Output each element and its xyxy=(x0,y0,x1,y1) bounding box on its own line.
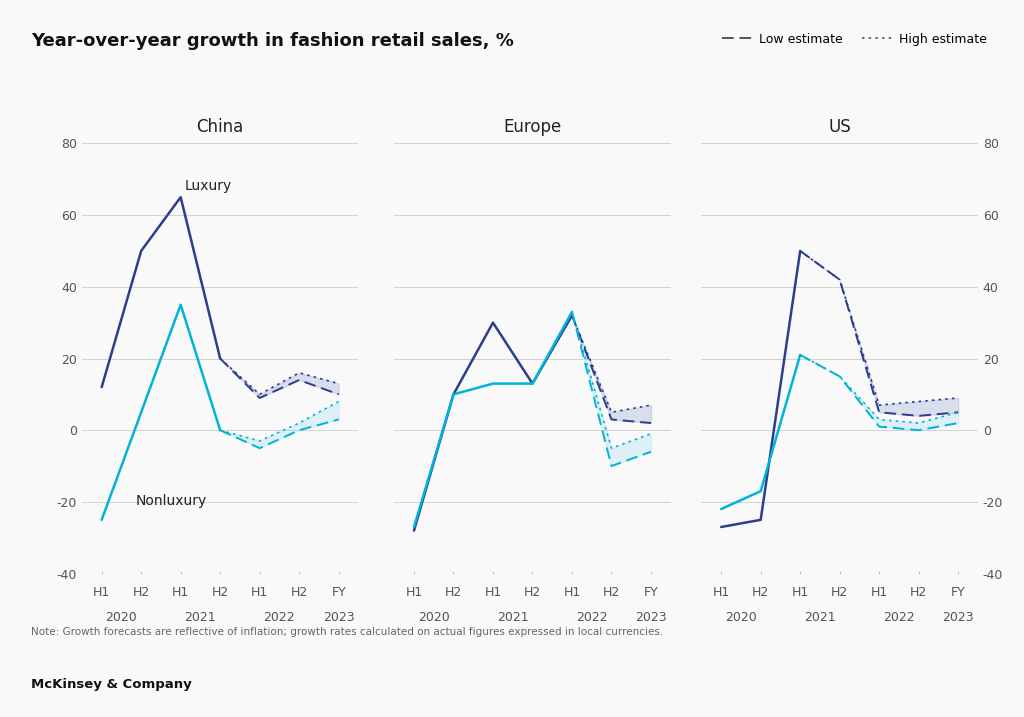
Text: H2: H2 xyxy=(910,587,928,599)
Text: H1: H1 xyxy=(870,587,888,599)
Text: Year-over-year growth in fashion retail sales, %: Year-over-year growth in fashion retail … xyxy=(31,32,514,50)
Text: H2: H2 xyxy=(132,587,150,599)
Text: H2: H2 xyxy=(444,587,462,599)
Text: Nonluxury: Nonluxury xyxy=(135,495,207,508)
Text: FY: FY xyxy=(332,587,346,599)
Text: H1: H1 xyxy=(93,587,111,599)
Title: China: China xyxy=(197,118,244,136)
Text: 2023: 2023 xyxy=(635,611,667,624)
Text: 2022: 2022 xyxy=(263,611,295,624)
Text: H1: H1 xyxy=(563,587,581,599)
Text: 2022: 2022 xyxy=(883,611,914,624)
Text: H2: H2 xyxy=(752,587,769,599)
Legend: Low estimate, High estimate: Low estimate, High estimate xyxy=(717,28,992,51)
Text: H1: H1 xyxy=(406,587,423,599)
Text: FY: FY xyxy=(644,587,658,599)
Text: 2021: 2021 xyxy=(497,611,528,624)
Text: H2: H2 xyxy=(831,587,848,599)
Text: 2020: 2020 xyxy=(105,611,137,624)
Text: McKinsey & Company: McKinsey & Company xyxy=(31,678,191,690)
Text: H2: H2 xyxy=(524,587,541,599)
Text: H1: H1 xyxy=(251,587,268,599)
Text: 2020: 2020 xyxy=(418,611,450,624)
Text: H2: H2 xyxy=(603,587,621,599)
Text: H2: H2 xyxy=(291,587,308,599)
Text: H1: H1 xyxy=(484,587,502,599)
Title: Europe: Europe xyxy=(504,118,561,136)
Text: 2021: 2021 xyxy=(184,611,216,624)
Text: Luxury: Luxury xyxy=(184,179,231,193)
Text: Note: Growth forecasts are reflective of inflation; growth rates calculated on a: Note: Growth forecasts are reflective of… xyxy=(31,627,663,637)
Text: 2020: 2020 xyxy=(725,611,757,624)
Text: 2023: 2023 xyxy=(942,611,974,624)
Text: 2023: 2023 xyxy=(323,611,354,624)
Text: FY: FY xyxy=(951,587,966,599)
Text: H1: H1 xyxy=(792,587,809,599)
Text: H1: H1 xyxy=(172,587,189,599)
Text: 2022: 2022 xyxy=(575,611,607,624)
Text: H2: H2 xyxy=(212,587,228,599)
Title: US: US xyxy=(828,118,851,136)
Text: 2021: 2021 xyxy=(804,611,836,624)
Text: H1: H1 xyxy=(713,587,730,599)
